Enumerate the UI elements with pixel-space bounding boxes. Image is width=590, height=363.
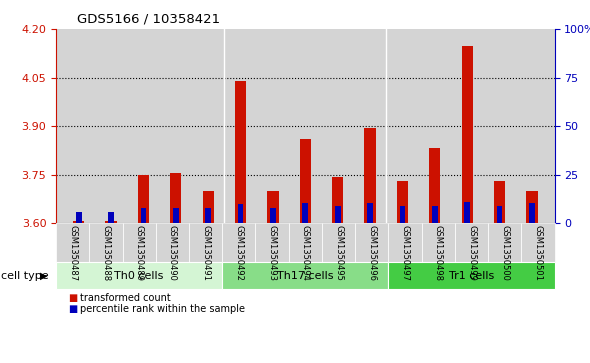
Bar <box>300 139 311 223</box>
Bar <box>205 208 211 223</box>
Bar <box>202 191 214 223</box>
Bar <box>140 208 146 223</box>
Bar <box>367 203 373 223</box>
Bar <box>173 208 179 223</box>
Bar <box>270 208 276 223</box>
Bar <box>76 212 81 223</box>
Bar <box>73 221 84 223</box>
Bar <box>235 81 246 223</box>
Text: GSM1350492: GSM1350492 <box>234 225 243 281</box>
Bar <box>494 181 505 223</box>
Bar <box>397 181 408 223</box>
Text: Th17 cells: Th17 cells <box>277 270 333 281</box>
Text: GSM1350498: GSM1350498 <box>434 225 442 281</box>
Bar <box>332 177 343 223</box>
Text: GDS5166 / 10358421: GDS5166 / 10358421 <box>77 13 220 26</box>
Text: GSM1350494: GSM1350494 <box>301 225 310 281</box>
Bar <box>461 46 473 223</box>
Text: Th0 cells: Th0 cells <box>114 270 164 281</box>
Bar <box>108 212 114 223</box>
Bar <box>106 221 117 223</box>
Bar <box>335 207 340 223</box>
Text: GSM1350490: GSM1350490 <box>168 225 177 281</box>
Text: ■: ■ <box>68 303 77 314</box>
Bar <box>138 175 149 223</box>
Text: ■: ■ <box>68 293 77 303</box>
Bar <box>432 207 438 223</box>
Bar <box>429 148 441 223</box>
Text: GSM1350489: GSM1350489 <box>135 225 143 281</box>
Bar <box>238 204 244 223</box>
Text: GSM1350500: GSM1350500 <box>500 225 509 281</box>
Bar <box>267 191 278 223</box>
Text: GSM1350497: GSM1350497 <box>401 225 409 281</box>
Bar <box>399 207 405 223</box>
Text: GSM1350495: GSM1350495 <box>334 225 343 281</box>
Bar <box>529 203 535 223</box>
Text: GSM1350496: GSM1350496 <box>368 225 376 281</box>
Bar <box>303 203 308 223</box>
Bar <box>464 202 470 223</box>
Bar <box>497 207 503 223</box>
Text: GSM1350491: GSM1350491 <box>201 225 210 281</box>
Bar <box>526 191 537 223</box>
Bar <box>365 129 376 223</box>
Text: GSM1350501: GSM1350501 <box>533 225 542 281</box>
Text: GSM1350499: GSM1350499 <box>467 225 476 281</box>
Text: percentile rank within the sample: percentile rank within the sample <box>80 303 245 314</box>
Text: cell type: cell type <box>1 270 48 281</box>
Bar <box>170 174 182 223</box>
Text: Tr1 cells: Tr1 cells <box>449 270 494 281</box>
Text: GSM1350493: GSM1350493 <box>268 225 277 281</box>
Text: transformed count: transformed count <box>80 293 171 303</box>
Text: ▶: ▶ <box>40 270 48 281</box>
Text: GSM1350488: GSM1350488 <box>101 225 110 281</box>
Text: GSM1350487: GSM1350487 <box>68 225 77 281</box>
